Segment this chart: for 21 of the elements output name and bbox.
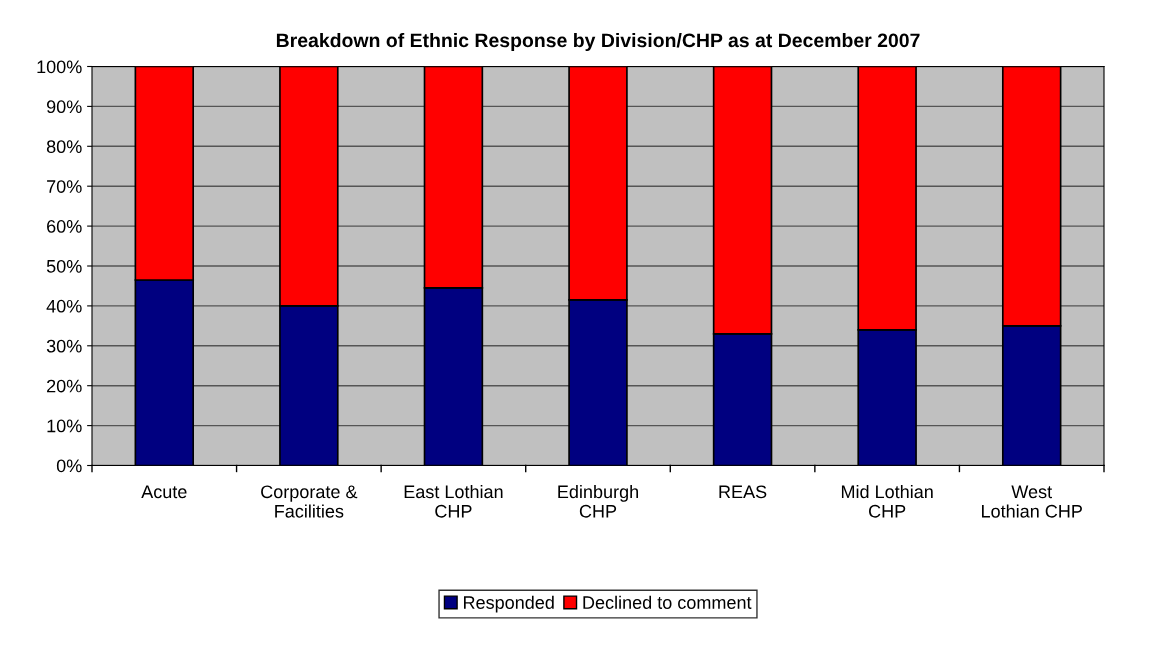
x-tick-label: East Lothian CHP xyxy=(404,484,503,518)
x-tick-label: Corporate & Facilities xyxy=(261,485,358,518)
x-tick-label: Acute xyxy=(141,485,187,499)
y-tick-label: 10% xyxy=(47,419,82,433)
y-tick-label: 80% xyxy=(46,140,82,154)
x-tick-label: West Lothian CHP xyxy=(982,485,1082,518)
y-tick-label: 100% xyxy=(37,60,82,74)
y-tick-label: 70% xyxy=(47,180,82,193)
x-tick-label: Mid Lothian CHP xyxy=(841,484,933,518)
y-tick-label: 40% xyxy=(46,299,82,313)
chart-title: Breakdown of Ethnic Response by Division/CHP as at December 2007 xyxy=(276,32,920,52)
x-tick-label: REAS xyxy=(719,485,767,499)
y-tick-label: 90% xyxy=(46,100,82,114)
y-tick-label: 20% xyxy=(47,379,82,393)
legend-label: Declined to comment xyxy=(583,595,752,609)
y-tick-label: 0% xyxy=(56,459,82,473)
y-tick-label: 50% xyxy=(46,259,82,273)
legend-label: Responded xyxy=(464,595,554,613)
y-tick-label: 30% xyxy=(46,339,82,353)
x-tick-label: Edinburgh CHP xyxy=(558,484,638,518)
y-tick-label: 60% xyxy=(47,220,82,233)
